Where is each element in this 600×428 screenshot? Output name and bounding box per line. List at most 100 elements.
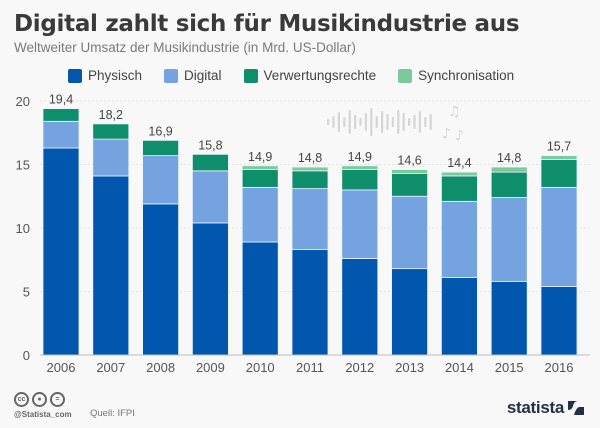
bar-segment-verwertungsrechte[interactable] bbox=[191, 153, 229, 172]
y-tick-label: 15 bbox=[16, 158, 30, 173]
logo-text: statista bbox=[506, 398, 564, 417]
bar-2010[interactable]: 14,9 bbox=[241, 150, 279, 356]
bars: 19,4 18,2 16,9 15,8 14,9 14,8 14,9 14,6 14,4 14,8… bbox=[42, 93, 578, 356]
bar-2011[interactable]: 14,8 bbox=[291, 151, 329, 356]
y-tick-label: 5 bbox=[23, 285, 30, 300]
wave-bar bbox=[364, 113, 367, 131]
bar-2014[interactable]: 14,4 bbox=[440, 156, 478, 356]
bar-segment-synchronisation[interactable] bbox=[540, 155, 578, 160]
bar-segment-digital[interactable] bbox=[241, 186, 279, 243]
nd-icon: = bbox=[50, 392, 65, 407]
bar-2009[interactable]: 15,8 bbox=[191, 138, 229, 356]
bar-segment-synchronisation[interactable] bbox=[241, 165, 279, 170]
source-note: Quell: IFPI bbox=[90, 408, 135, 419]
bar-segment-synchronisation[interactable] bbox=[440, 171, 478, 177]
data-label-total: 18,2 bbox=[99, 108, 123, 122]
x-tick-label: 2011 bbox=[296, 360, 324, 375]
bar-segment-physisch[interactable] bbox=[42, 147, 80, 356]
wave-bar bbox=[402, 113, 405, 131]
bar-segment-digital[interactable] bbox=[490, 197, 528, 282]
legend-swatch bbox=[243, 68, 258, 83]
bar-segment-physisch[interactable] bbox=[440, 277, 478, 356]
bar-segment-verwertungsrechte[interactable] bbox=[391, 172, 429, 197]
license-icons: cc ● = bbox=[14, 392, 65, 407]
wave-bar bbox=[327, 119, 330, 125]
x-tick-label: 2016 bbox=[545, 360, 574, 375]
bar-segment-synchronisation[interactable] bbox=[341, 165, 379, 170]
bar-segment-physisch[interactable] bbox=[142, 203, 180, 356]
bar-segment-digital[interactable] bbox=[540, 186, 578, 287]
bar-segment-digital[interactable] bbox=[92, 138, 130, 177]
wave-bar bbox=[348, 110, 351, 134]
bar-2013[interactable]: 14,6 bbox=[391, 154, 429, 356]
y-tick-label: 20 bbox=[16, 94, 30, 109]
statista-handle[interactable]: @Statista_com bbox=[14, 410, 72, 419]
wave-bar bbox=[332, 116, 335, 128]
bar-segment-synchronisation[interactable] bbox=[291, 166, 329, 172]
bar-segment-verwertungsrechte[interactable] bbox=[540, 159, 578, 188]
legend-swatch bbox=[164, 68, 179, 83]
bar-2008[interactable]: 16,9 bbox=[142, 124, 180, 356]
bar-segment-digital[interactable] bbox=[391, 195, 429, 270]
legend-item-verwertungsrechte[interactable]: Verwertungsrechte bbox=[243, 68, 376, 83]
x-tick-label: 2006 bbox=[47, 360, 76, 375]
x-tick-label: 2007 bbox=[96, 360, 125, 375]
wave-bar bbox=[337, 112, 340, 132]
legend-item-synchronisation[interactable]: Synchronisation bbox=[398, 68, 514, 83]
wave-bar bbox=[429, 114, 432, 130]
bar-segment-physisch[interactable] bbox=[540, 286, 578, 356]
bar-segment-physisch[interactable] bbox=[92, 175, 130, 356]
statista-logo[interactable]: statista bbox=[507, 398, 584, 418]
data-label-total: 14,6 bbox=[397, 154, 421, 168]
legend-item-physisch[interactable]: Physisch bbox=[68, 68, 142, 83]
bar-segment-digital[interactable] bbox=[142, 155, 180, 205]
legend-item-digital[interactable]: Digital bbox=[164, 68, 222, 83]
bar-2007[interactable]: 18,2 bbox=[92, 108, 130, 356]
bar-segment-verwertungsrechte[interactable] bbox=[142, 139, 180, 157]
bar-segment-digital[interactable] bbox=[291, 188, 329, 250]
bar-2015[interactable]: 14,8 bbox=[490, 151, 528, 356]
bar-segment-physisch[interactable] bbox=[490, 280, 528, 356]
bar-segment-verwertungsrechte[interactable] bbox=[291, 170, 329, 190]
wave-bar bbox=[375, 116, 378, 128]
bar-segment-physisch[interactable] bbox=[391, 268, 429, 356]
wave-bar bbox=[424, 117, 427, 127]
data-label-total: 15,8 bbox=[198, 138, 222, 152]
bar-segment-synchronisation[interactable] bbox=[490, 166, 528, 173]
wave-bar bbox=[343, 117, 346, 127]
bar-segment-synchronisation[interactable] bbox=[391, 169, 429, 174]
bar-segment-verwertungsrechte[interactable] bbox=[341, 169, 379, 191]
bar-segment-verwertungsrechte[interactable] bbox=[241, 169, 279, 188]
x-tick-label: 2008 bbox=[146, 360, 175, 375]
bar-2012[interactable]: 14,9 bbox=[341, 150, 379, 356]
x-axis-ticks: 2006 2007 2008 2009 2010 2011 2012 2013 2014 2015… bbox=[47, 360, 574, 375]
legend-label: Digital bbox=[184, 68, 222, 83]
bar-segment-physisch[interactable] bbox=[291, 249, 329, 356]
bar-segment-verwertungsrechte[interactable] bbox=[440, 175, 478, 202]
data-label-total: 14,9 bbox=[348, 150, 372, 164]
bar-segment-digital[interactable] bbox=[341, 189, 379, 259]
bar-segment-digital[interactable] bbox=[191, 170, 229, 224]
music-note-icon: ♪ bbox=[455, 128, 464, 144]
bar-segment-physisch[interactable] bbox=[241, 241, 279, 356]
sound-wave-icon: ♫ ♪ ♪ bbox=[327, 104, 464, 144]
bar-segment-verwertungsrechte[interactable] bbox=[42, 108, 80, 122]
bar-2006[interactable]: 19,4 bbox=[42, 93, 80, 356]
x-tick-label: 2010 bbox=[246, 360, 275, 375]
wave-bar bbox=[386, 114, 389, 130]
y-tick-label: 10 bbox=[16, 221, 30, 236]
data-label-total: 19,4 bbox=[49, 93, 73, 107]
bar-segment-digital[interactable] bbox=[42, 120, 80, 149]
bar-segment-verwertungsrechte[interactable] bbox=[490, 171, 528, 198]
bar-segment-physisch[interactable] bbox=[191, 222, 229, 356]
bar-segment-digital[interactable] bbox=[440, 200, 478, 278]
bar-segment-verwertungsrechte[interactable] bbox=[92, 123, 130, 140]
y-axis-ticks: 0 5 10 15 20 bbox=[16, 94, 30, 363]
wave-bar bbox=[413, 115, 416, 129]
bar-segment-physisch[interactable] bbox=[341, 258, 379, 356]
by-icon: ● bbox=[32, 392, 47, 407]
bar-2016[interactable]: 15,7 bbox=[540, 140, 578, 356]
data-label-total: 16,9 bbox=[148, 124, 172, 138]
legend-label: Physisch bbox=[88, 68, 143, 83]
x-tick-label: 2009 bbox=[196, 360, 225, 375]
